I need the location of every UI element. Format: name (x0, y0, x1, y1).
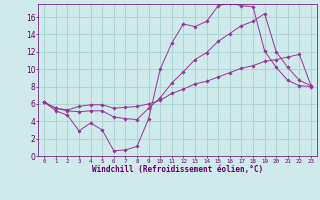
X-axis label: Windchill (Refroidissement éolien,°C): Windchill (Refroidissement éolien,°C) (92, 165, 263, 174)
